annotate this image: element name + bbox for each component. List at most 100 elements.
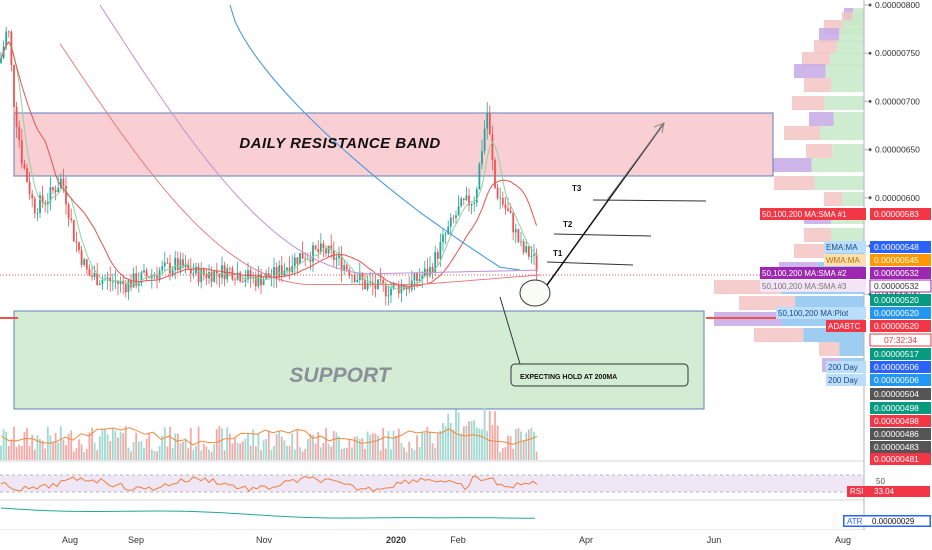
candle-body	[184, 263, 187, 268]
candle-body	[46, 201, 49, 204]
volume-bar	[249, 445, 252, 460]
callout-box[interactable]	[510, 363, 689, 387]
candle-body	[88, 269, 91, 276]
candle-body	[293, 257, 296, 267]
volume-bar	[468, 421, 470, 460]
volume-bar	[59, 426, 62, 460]
price-tag-value: 0.00000483	[874, 442, 919, 452]
time-label: Nov	[256, 535, 273, 545]
candle-body	[460, 198, 463, 207]
candle-body	[57, 187, 60, 193]
price-tag-value-bg	[870, 428, 931, 440]
price-tag-label-bg	[824, 254, 866, 266]
volume-bar	[182, 441, 184, 460]
volume-bar	[114, 430, 117, 460]
volume-bar	[325, 428, 327, 460]
price-tag-label-bg	[826, 361, 866, 373]
candle-body	[52, 187, 54, 190]
time-axis[interactable]: Aug Sep Nov 2020 Feb Apr Jun Aug	[62, 535, 851, 545]
price-tag-label: 200 Day	[828, 376, 858, 385]
candle-body	[26, 168, 28, 182]
target-line-t1[interactable]	[546, 261, 634, 266]
candle-body	[153, 274, 156, 276]
target-circle[interactable]	[519, 279, 551, 307]
candle-body	[475, 189, 478, 203]
price-tag: 0.00000481	[870, 453, 931, 465]
candle-body	[174, 258, 177, 271]
vp-bar-down	[794, 64, 826, 78]
volume-bar	[7, 445, 10, 460]
volume-bar	[67, 433, 70, 460]
volume-bar	[343, 448, 346, 460]
candle-body	[20, 140, 23, 164]
target-line-t2[interactable]	[553, 233, 652, 237]
candle-body	[187, 263, 190, 269]
candle-body	[192, 273, 195, 275]
candle-body	[0, 58, 2, 63]
candle-body	[382, 280, 385, 284]
volume-bar	[267, 431, 270, 460]
volume-bar	[335, 432, 338, 460]
volume-bar	[533, 432, 535, 460]
vp-bar-down	[842, 12, 852, 26]
price-tag-value: 0.00000548	[874, 242, 919, 252]
countdown-tag: 07:32:34	[869, 333, 932, 347]
volume-bar	[208, 449, 210, 460]
volume-bar	[257, 433, 260, 460]
volume-bar	[122, 433, 125, 460]
volume-bar	[449, 423, 452, 460]
volume-bar	[247, 432, 249, 460]
candle-body	[338, 255, 340, 258]
target-line-t3[interactable]	[592, 199, 707, 202]
candle-body	[239, 272, 242, 282]
volume-bar	[161, 435, 164, 460]
resistance-band[interactable]	[13, 112, 774, 177]
price-tick-label: 0.00000750	[875, 48, 920, 58]
candle-body	[525, 246, 528, 253]
support-zone[interactable]	[13, 310, 705, 410]
candle-body	[325, 248, 327, 254]
candle-body	[449, 217, 452, 227]
candle-body	[371, 282, 374, 286]
volume-bar	[117, 437, 119, 460]
volume-bar	[356, 436, 359, 460]
tick-dot	[868, 196, 872, 200]
candle-body	[7, 31, 10, 33]
volume-bar	[156, 451, 158, 460]
volume-bar	[140, 441, 143, 460]
price-tag-value: 0.00000498	[874, 416, 919, 426]
price-tag-value-bg	[870, 453, 931, 465]
candle-body	[452, 217, 455, 219]
price-tag-label-bg	[826, 320, 866, 332]
volume-bar	[421, 432, 424, 460]
candle-body	[418, 278, 421, 281]
vp-bar-down	[739, 296, 796, 310]
volume-bar	[439, 430, 442, 460]
volume-bar	[275, 434, 278, 460]
candle-body	[278, 265, 281, 278]
price-tag-value-bg	[870, 254, 931, 266]
candle-body	[156, 274, 158, 279]
volume-bar	[273, 446, 275, 460]
price-tag-value: 0.00000545	[874, 255, 919, 265]
candle-body	[197, 266, 200, 283]
price-tag-value-bg	[870, 294, 931, 306]
candle-body	[421, 275, 424, 279]
candle-body	[366, 282, 369, 289]
volume-bar	[413, 450, 416, 460]
candle-body	[447, 226, 450, 235]
price-tag-value: 0.00000504	[874, 389, 919, 399]
price-tag-value: 0.00000498	[874, 403, 919, 413]
volume-bar	[169, 426, 171, 460]
vp-bar-down	[814, 40, 837, 54]
volume-bar	[0, 445, 2, 460]
volume-bar	[28, 445, 31, 460]
candle-body	[462, 198, 465, 200]
volume-bar	[228, 433, 231, 460]
volume-bar	[111, 428, 114, 460]
volume-bar	[241, 441, 244, 460]
volume-bar	[416, 435, 418, 460]
price-tag-value: 0.00000520	[874, 308, 919, 318]
volume-bar	[306, 439, 309, 460]
